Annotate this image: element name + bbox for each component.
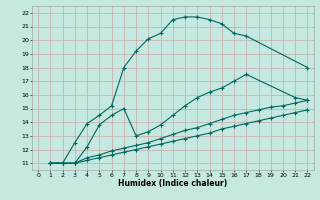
X-axis label: Humidex (Indice chaleur): Humidex (Indice chaleur) (118, 179, 228, 188)
